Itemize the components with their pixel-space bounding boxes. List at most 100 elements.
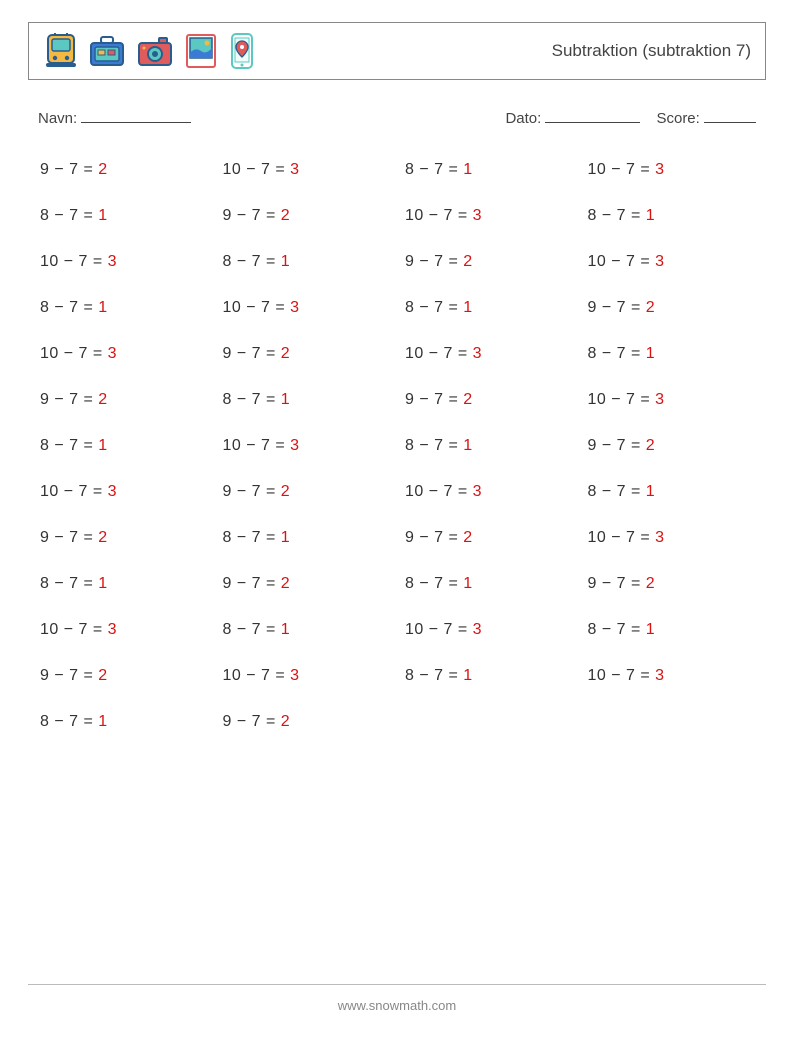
expression: 8 − 7 = <box>405 161 463 178</box>
problem-row: 10 − 7 = 39 − 7 = 210 − 7 = 38 − 7 = 1 <box>32 331 762 377</box>
problem-cell: 9 − 7 = 2 <box>215 561 398 607</box>
problem-row: 8 − 7 = 110 − 7 = 38 − 7 = 19 − 7 = 2 <box>32 423 762 469</box>
expression: 9 − 7 = <box>40 391 98 408</box>
answer: 1 <box>281 253 290 270</box>
problem-cell: 8 − 7 = 1 <box>215 377 398 423</box>
polaroid-icon <box>183 31 219 71</box>
expression: 8 − 7 = <box>588 345 646 362</box>
answer: 3 <box>655 391 664 408</box>
expression: 10 − 7 = <box>588 253 656 270</box>
answer: 2 <box>281 483 290 500</box>
problem-row: 10 − 7 = 3 8 − 7 = 1 10 − 7 = 3 8 − 7 = 1 <box>32 607 762 653</box>
answer: 1 <box>281 621 290 638</box>
answer: 3 <box>290 161 299 178</box>
expression: 10 − 7 = <box>405 207 473 224</box>
expression: 10 − 7 = <box>40 621 108 638</box>
problem-cell: 9 − 7 = 2 <box>580 423 763 469</box>
problem-cell: 8 − 7 = 1 <box>32 561 215 607</box>
header-icons <box>43 31 257 71</box>
problem-cell: 8 − 7 = 1 <box>397 285 580 331</box>
problem-cell: 9 − 7 = 2 <box>215 193 398 239</box>
problem-cell: 9 − 7 = 2 <box>215 469 398 515</box>
answer: 3 <box>655 253 664 270</box>
answer: 2 <box>98 161 107 178</box>
expression: 8 − 7 = <box>40 207 98 224</box>
date-blank[interactable] <box>545 108 640 123</box>
problem-cell: 8 − 7 = 1 <box>580 469 763 515</box>
answer: 3 <box>473 207 482 224</box>
problem-row: 8 − 7 = 19 − 7 = 210 − 7 = 38 − 7 = 1 <box>32 193 762 239</box>
expression: 9 − 7 = <box>588 575 646 592</box>
answer: 1 <box>98 437 107 454</box>
expression: 9 − 7 = <box>405 391 463 408</box>
answer: 2 <box>463 253 472 270</box>
problem-cell: 10 − 7 = 3 <box>32 607 215 653</box>
expression: 9 − 7 = <box>223 207 281 224</box>
problem-cell: 8 − 7 = 1 <box>397 561 580 607</box>
answer: 2 <box>281 713 290 730</box>
expression: 9 − 7 = <box>40 667 98 684</box>
answer: 3 <box>108 483 117 500</box>
answer: 2 <box>463 529 472 546</box>
answer: 2 <box>646 437 655 454</box>
problem-cell: 8 − 7 = 1 <box>580 607 763 653</box>
problem-cell: 8 − 7 = 1 <box>397 653 580 699</box>
answer: 1 <box>463 575 472 592</box>
answer: 1 <box>281 391 290 408</box>
expression: 8 − 7 = <box>40 575 98 592</box>
problem-cell: 10 − 7 = 3 <box>580 377 763 423</box>
expression: 10 − 7 = <box>223 299 291 316</box>
problem-cell: 9 − 7 = 2 <box>397 239 580 285</box>
problem-cell <box>397 699 580 745</box>
expression: 8 − 7 = <box>40 713 98 730</box>
phone-pin-icon <box>227 31 257 71</box>
expression: 8 − 7 = <box>588 483 646 500</box>
expression: 10 − 7 = <box>223 667 291 684</box>
answer: 1 <box>463 667 472 684</box>
answer: 2 <box>646 575 655 592</box>
answer: 3 <box>290 667 299 684</box>
expression: 8 − 7 = <box>223 621 281 638</box>
problem-cell: 9 − 7 = 2 <box>32 377 215 423</box>
problem-cell: 10 − 7 = 3 <box>32 239 215 285</box>
answer: 2 <box>98 391 107 408</box>
answer: 1 <box>281 529 290 546</box>
problem-cell: 10 − 7 = 3 <box>32 469 215 515</box>
problem-cell: 10 − 7 = 3 <box>32 331 215 377</box>
problem-cell: 10 − 7 = 3 <box>580 515 763 561</box>
problem-row: 10 − 7 = 39 − 7 = 210 − 7 = 38 − 7 = 1 <box>32 469 762 515</box>
problem-cell: 10 − 7 = 3 <box>397 193 580 239</box>
expression: 10 − 7 = <box>588 391 656 408</box>
expression: 9 − 7 = <box>405 529 463 546</box>
expression: 8 − 7 = <box>405 667 463 684</box>
worksheet: Subtraktion (subtraktion 7) Navn: Dato: … <box>0 0 794 745</box>
problem-cell: 8 − 7 = 1 <box>215 239 398 285</box>
expression: 10 − 7 = <box>223 437 291 454</box>
train-icon <box>43 31 79 71</box>
problem-cell: 8 − 7 = 1 <box>215 515 398 561</box>
date-label: Dato: <box>505 110 541 127</box>
score-blank[interactable] <box>704 108 756 123</box>
answer: 1 <box>98 207 107 224</box>
camera-icon <box>135 31 175 71</box>
answer: 1 <box>463 161 472 178</box>
expression: 8 − 7 = <box>405 575 463 592</box>
expression: 10 − 7 = <box>40 345 108 362</box>
expression: 9 − 7 = <box>405 253 463 270</box>
problem-cell: 9 − 7 = 2 <box>397 377 580 423</box>
problem-cell: 10 − 7 = 3 <box>215 285 398 331</box>
problem-cell: 8 − 7 = 1 <box>580 193 763 239</box>
expression: 9 − 7 = <box>223 575 281 592</box>
problem-cell: 10 − 7 = 3 <box>215 147 398 193</box>
score-label: Score: <box>656 110 699 127</box>
problem-cell <box>580 699 763 745</box>
name-blank[interactable] <box>81 108 191 123</box>
answer: 2 <box>281 575 290 592</box>
problem-cell: 8 − 7 = 1 <box>32 285 215 331</box>
problem-cell: 9 − 7 = 2 <box>580 285 763 331</box>
problem-row: 8 − 7 = 19 − 7 = 28 − 7 = 19 − 7 = 2 <box>32 561 762 607</box>
expression: 8 − 7 = <box>223 253 281 270</box>
problem-row: 8 − 7 = 19 − 7 = 2 <box>32 699 762 745</box>
answer: 3 <box>108 345 117 362</box>
answer: 3 <box>108 621 117 638</box>
